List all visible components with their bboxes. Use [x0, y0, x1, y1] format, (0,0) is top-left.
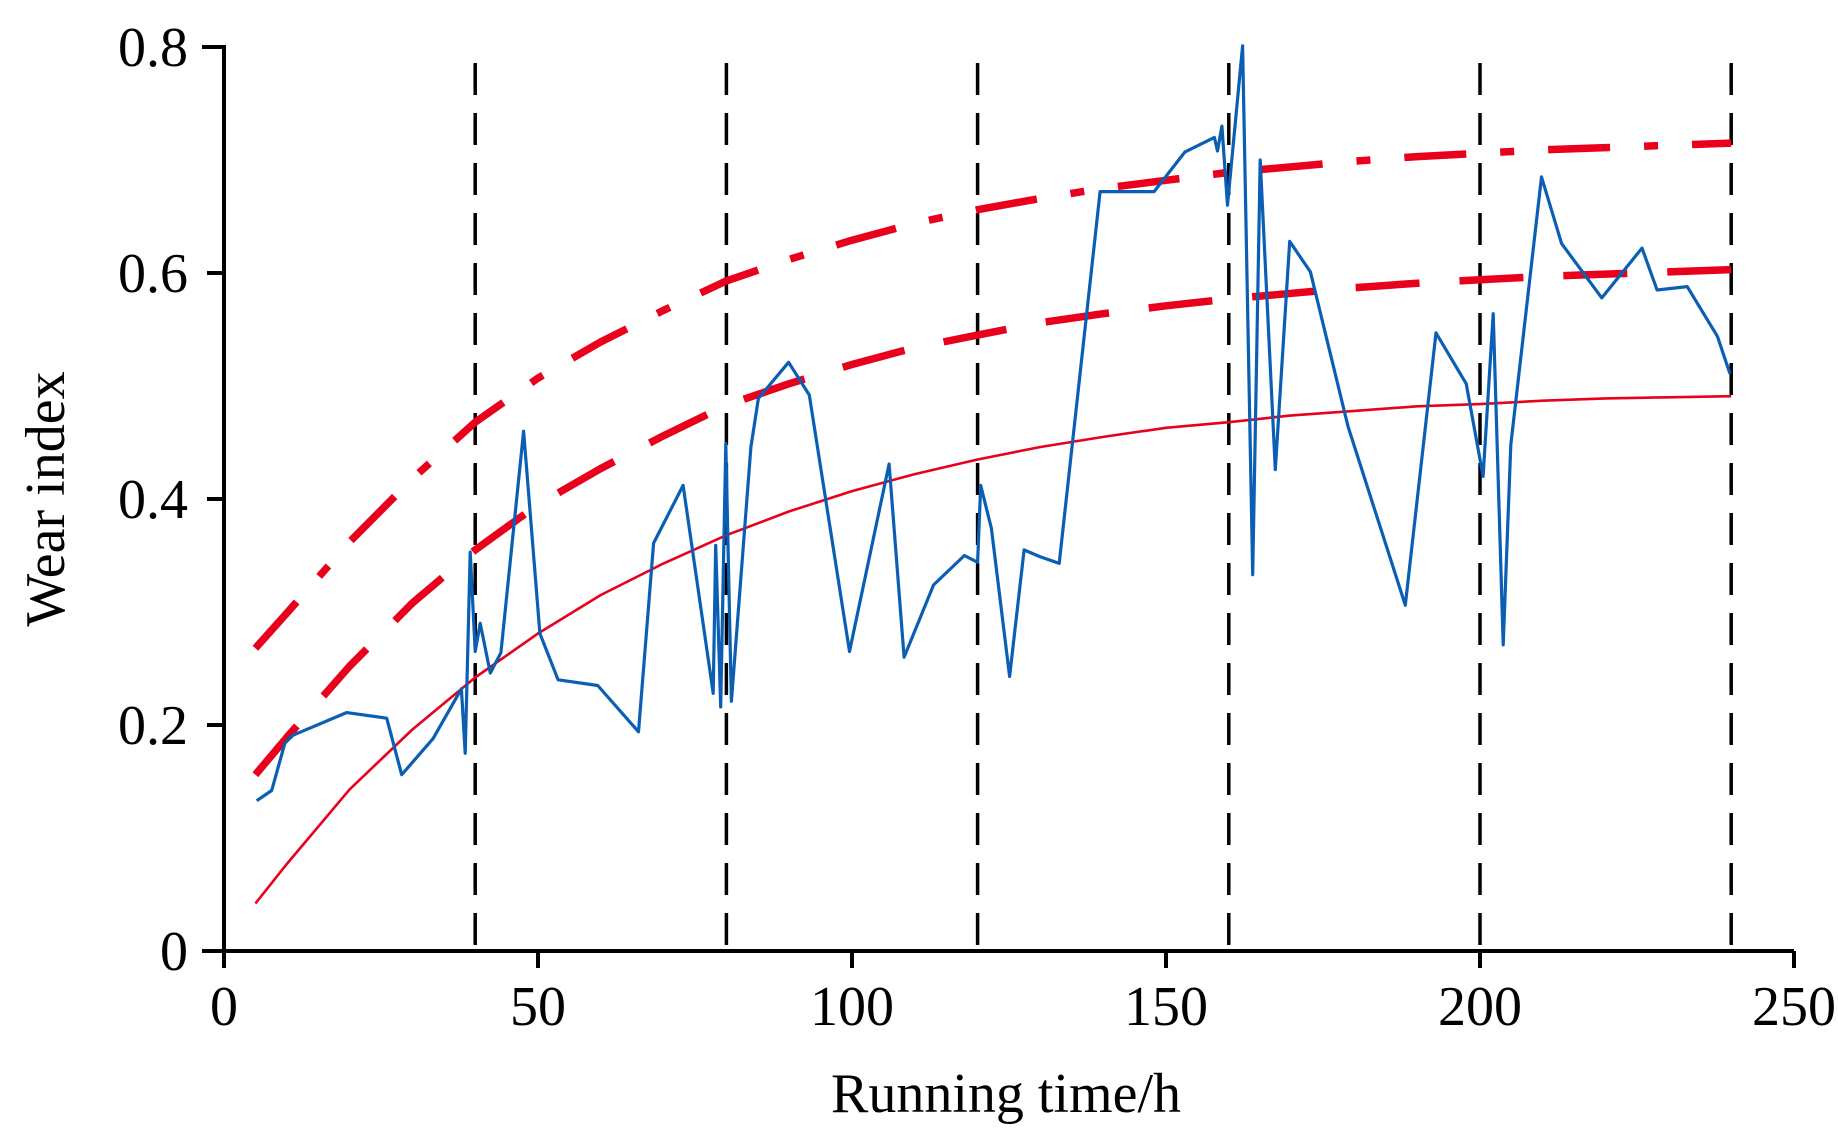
y-tick-label: 0.8 — [118, 17, 188, 79]
vertical-reference-lines — [473, 63, 1733, 951]
y-axis-title: Wear index — [15, 371, 77, 626]
x-tick-label: 250 — [1752, 976, 1836, 1038]
series-layer — [252, 44, 1732, 905]
x-ticks: 0 50 100 150 200 250 — [210, 951, 1836, 1038]
series-upper-limit-dash-dot — [252, 139, 1732, 651]
y-tick-label: 0.4 — [118, 469, 188, 531]
axes: 0 50 100 150 200 250 0 0.2 0.4 0.6 0.8 — [118, 17, 1836, 1038]
x-tick-label: 200 — [1438, 976, 1522, 1038]
x-tick-label: 0 — [210, 976, 238, 1038]
x-tick-label: 150 — [1124, 976, 1208, 1038]
x-tick-label: 50 — [510, 976, 566, 1038]
y-tick-label: 0 — [160, 921, 188, 983]
x-tick-label: 100 — [810, 976, 894, 1038]
y-ticks: 0 0.2 0.4 0.6 0.8 — [118, 17, 224, 983]
series-fitted-trend — [254, 394, 1732, 905]
series-upper-bound-dashed — [252, 265, 1732, 778]
y-tick-label: 0.6 — [118, 243, 188, 305]
y-tick-label: 0.2 — [118, 695, 188, 757]
series-measured-wear-index — [255, 44, 1732, 803]
x-axis-title: Running time/h — [831, 1063, 1181, 1125]
